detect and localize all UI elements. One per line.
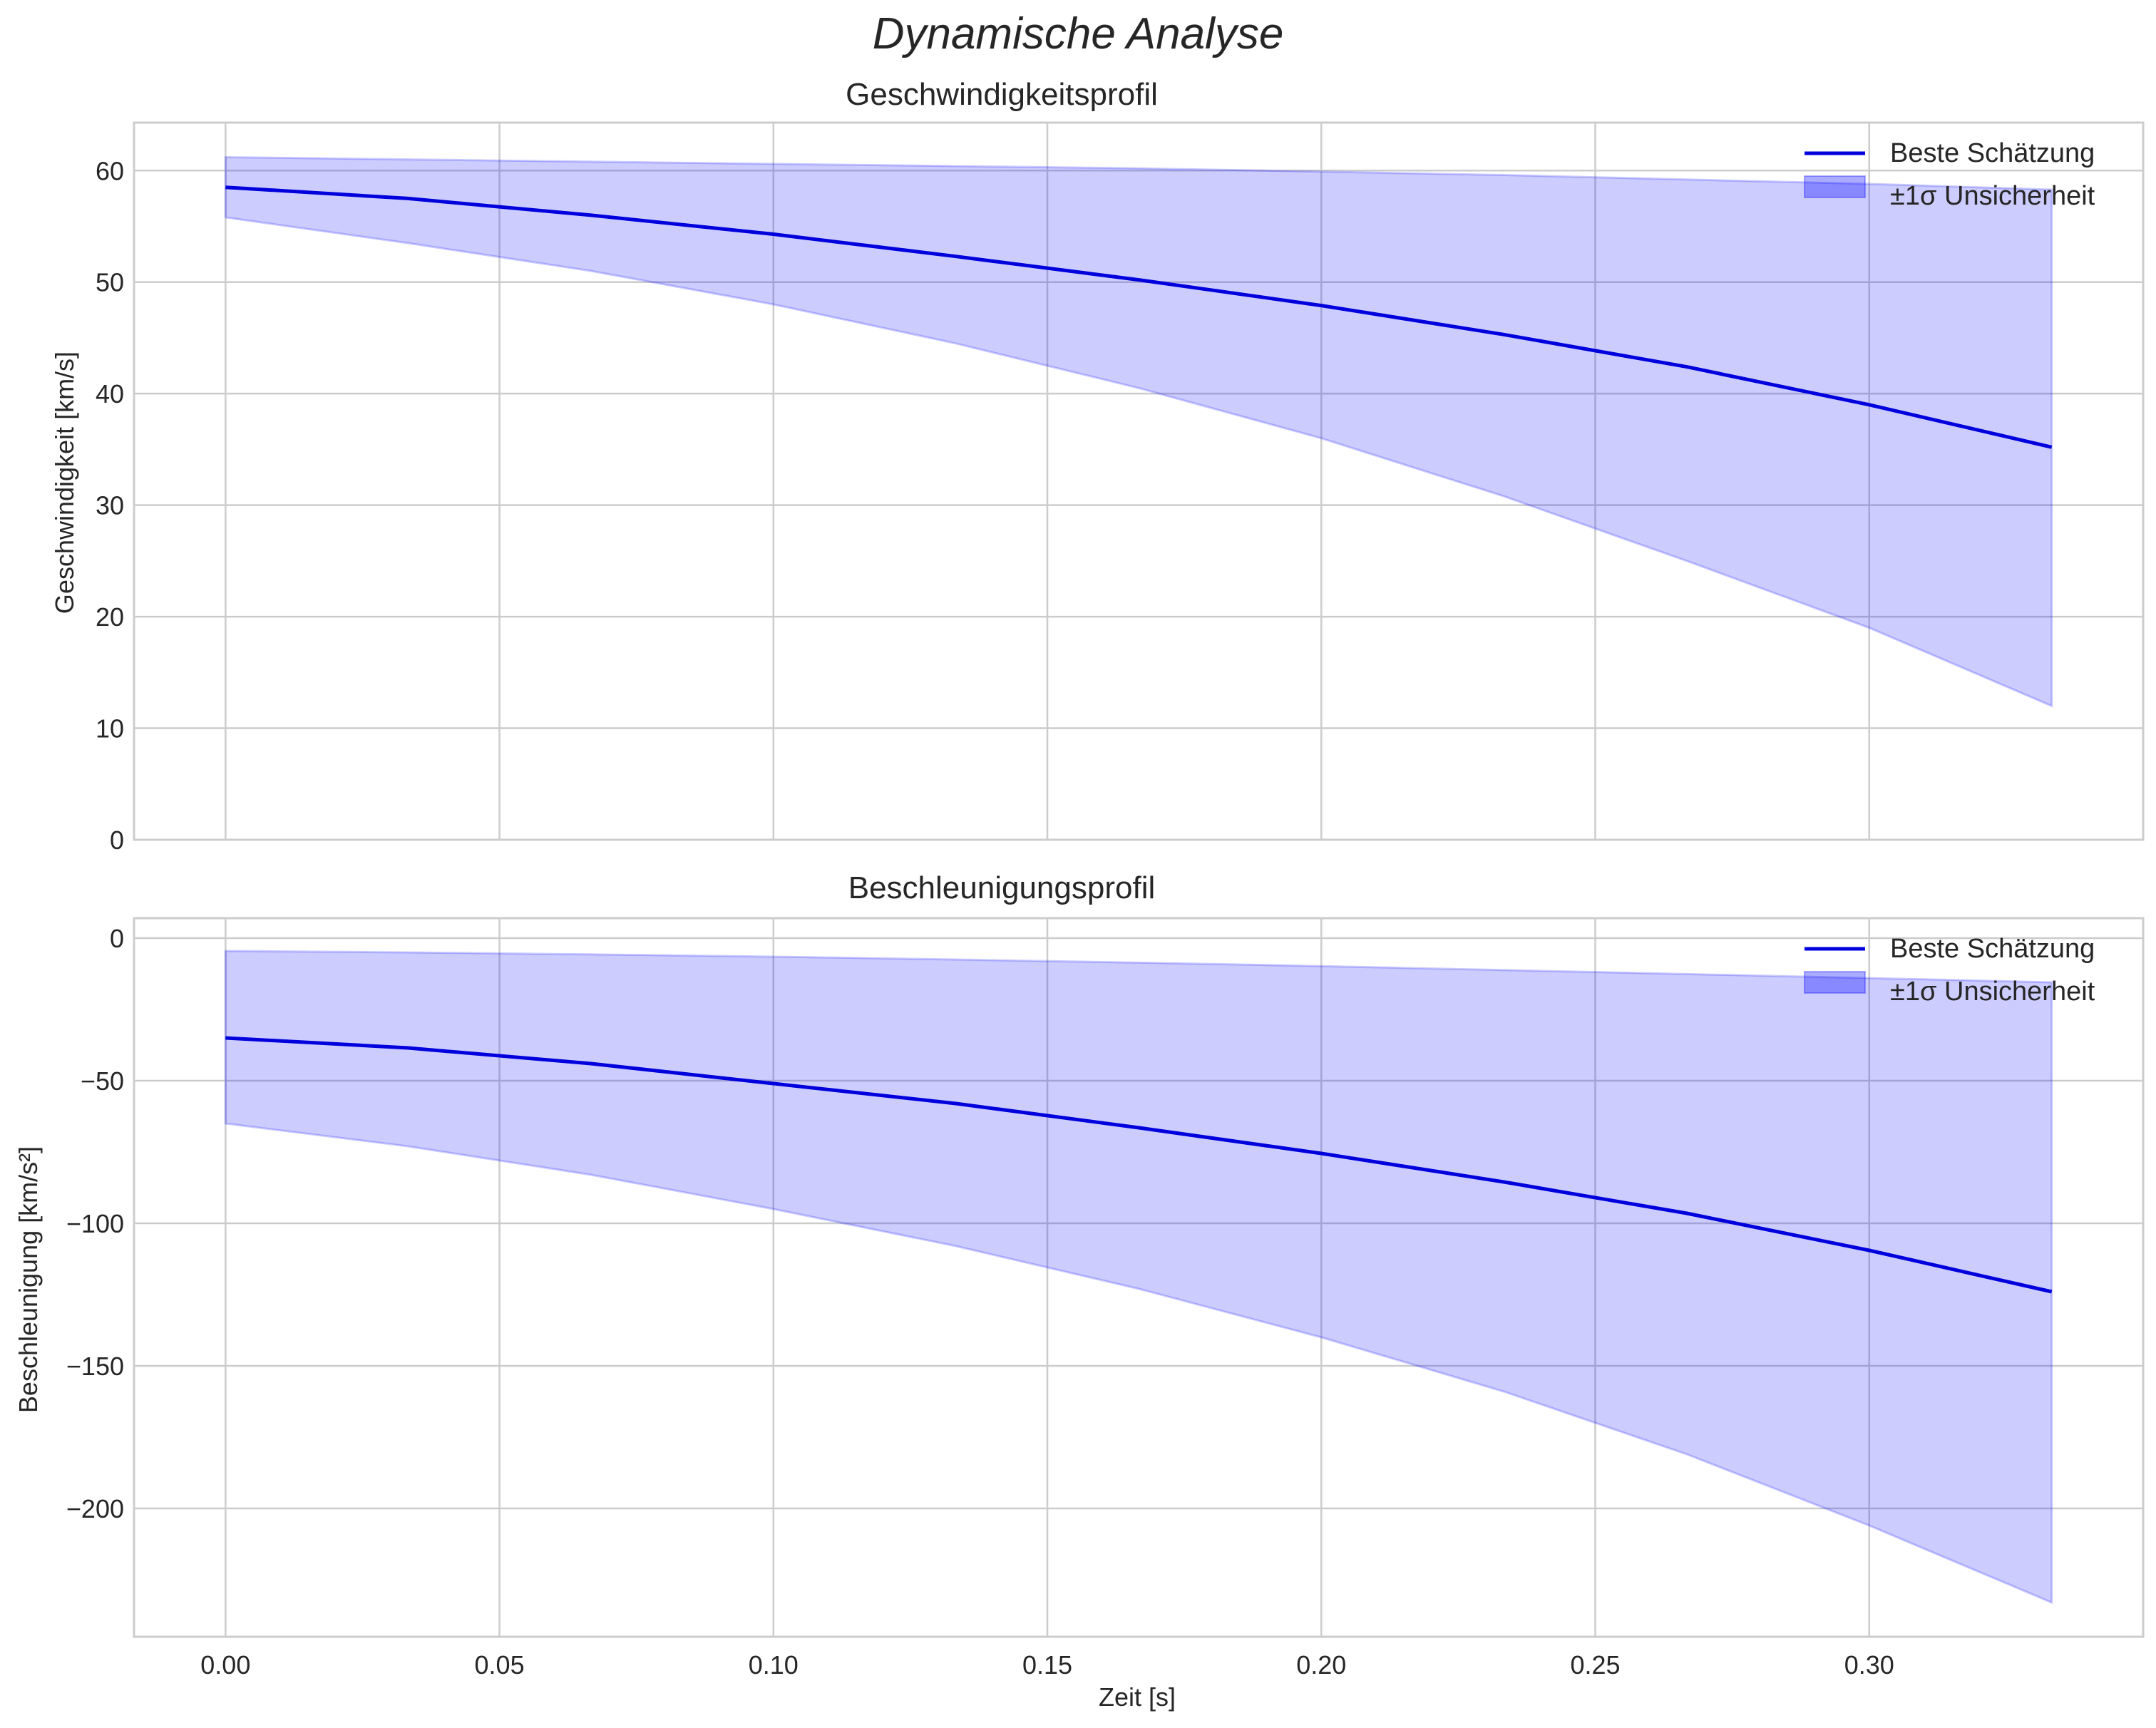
legend-label: Beste Schätzung <box>1890 138 2095 168</box>
y-tick-label: 20 <box>96 602 124 632</box>
plot-area <box>134 123 2143 840</box>
x-tick-label: 0.30 <box>1844 1650 1894 1680</box>
legend-band-swatch <box>1804 175 1866 198</box>
chart-acceleration: 0 −50 −100 −150 −200 0.00 0.05 0.10 0.15 0.20 0.25… <box>14 870 2145 1712</box>
uncertainty-band <box>224 950 2053 1605</box>
y-tick-label: 0 <box>110 826 124 855</box>
y-tick-label: 60 <box>96 156 124 185</box>
y-axis-label: Geschwindigkeit [km/s] <box>50 351 79 614</box>
y-tick-label: −100 <box>66 1209 124 1238</box>
x-axis-label: Zeit [s] <box>1099 1682 1176 1712</box>
best-estimate-line <box>225 185 2053 449</box>
legend-label: ±1σ Unsicherheit <box>1890 181 2095 211</box>
y-axis-label: Beschleunigung [km/s²] <box>14 1146 43 1413</box>
legend: Beste Schätzung ±1σ Unsicherheit <box>1804 138 2095 211</box>
x-tick-label: 0.20 <box>1296 1650 1346 1680</box>
y-tick-label: 10 <box>96 714 124 744</box>
y-tick-label: −150 <box>66 1352 124 1381</box>
y-tick-label: 30 <box>96 491 124 520</box>
x-tick-label: 0.10 <box>749 1650 799 1680</box>
y-tick-label: 40 <box>96 379 124 408</box>
plot-area <box>134 918 2143 1637</box>
axes-frame <box>133 917 2145 1638</box>
best-estimate-line <box>225 1036 2053 1294</box>
legend: Beste Schätzung ±1σ Unsicherheit <box>1804 934 2095 1007</box>
y-tick-label: 50 <box>96 268 124 297</box>
chart-velocity: 0 10 20 30 40 50 60 Beste Schätzung ±1σ Unsicher… <box>50 77 2145 855</box>
x-tick-label: 0.15 <box>1022 1650 1072 1680</box>
legend-band-swatch <box>1804 971 1866 994</box>
chart-title: Geschwindigkeitsprofil <box>846 77 1158 112</box>
legend-label: ±1σ Unsicherheit <box>1890 977 2095 1007</box>
y-tick-label: −200 <box>66 1494 124 1523</box>
y-tick-label: 0 <box>110 924 124 953</box>
y-tick-label: −50 <box>81 1066 124 1096</box>
legend-label: Beste Schätzung <box>1890 934 2095 964</box>
x-tick-label: 0.00 <box>200 1650 250 1680</box>
x-tick-label: 0.05 <box>475 1650 525 1680</box>
uncertainty-band <box>224 155 2053 708</box>
x-tick-label: 0.25 <box>1570 1650 1620 1680</box>
axes-frame <box>133 121 2145 841</box>
figure-title: Dynamische Analyse <box>873 9 1284 58</box>
chart-title: Beschleunigungsprofil <box>848 870 1156 905</box>
